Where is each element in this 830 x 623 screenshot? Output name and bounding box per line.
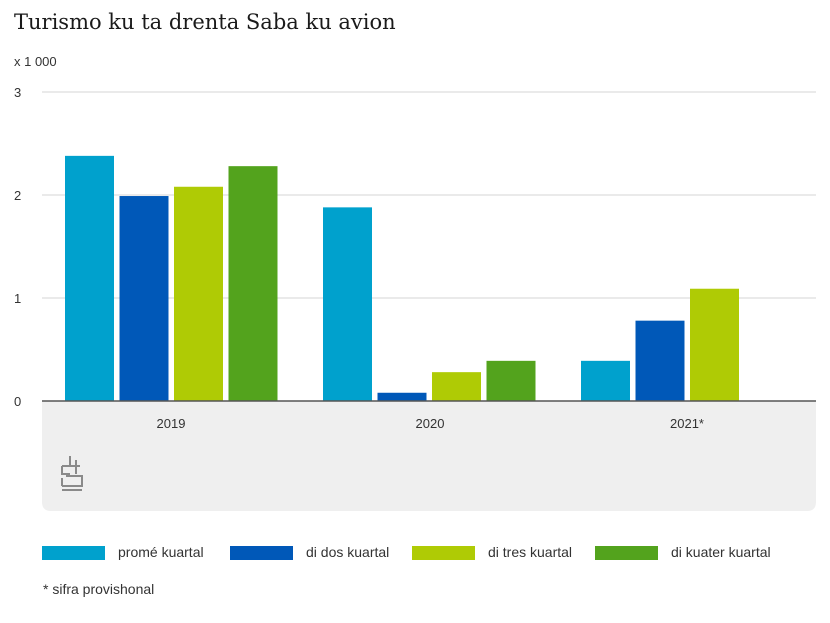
bar-2021-q3 [690,288,739,401]
bar-2019-q4 [228,166,278,401]
legend-swatch-q4 [595,546,658,560]
bar-2021-q2 [635,320,685,401]
bar-2020-q2 [377,392,427,401]
x-tick-label: 2021* [670,416,704,431]
y-tick-label: 1 [14,291,21,306]
chart-title: Turismo ku ta drenta Saba ku avion [14,10,396,34]
chart-legend: promé kuartal di dos kuartal di tres kua… [42,543,822,565]
bar-chart: 0 1 2 3 2019 2020 2021* [14,85,816,511]
legend-swatch-q3 [412,546,475,560]
bar-2020-q4 [486,360,536,401]
bar-2019-q2 [119,196,169,401]
bar-2020-q1 [323,207,372,401]
y-tick-label: 0 [14,394,21,409]
x-axis-area [42,401,816,511]
legend-label-q1: promé kuartal [118,544,204,560]
bar-2021-q1 [581,360,630,401]
bar-2019-q1 [65,155,114,401]
y-tick-label: 3 [14,85,21,100]
footnote: * sifra provishonal [43,581,155,597]
legend-label-q2: di dos kuartal [306,544,390,560]
y-axis-unit-label: x 1 000 [14,54,57,69]
x-tick-label: 2019 [157,416,186,431]
x-tick-label: 2020 [416,416,445,431]
bar-2020-q3 [432,372,481,401]
legend-swatch-q2 [230,546,293,560]
cbs-logo [61,456,83,491]
bar-2019-q3 [174,186,223,401]
legend-label-q4: di kuater kuartal [671,544,771,560]
legend-label-q3: di tres kuartal [488,544,573,560]
legend-swatch-q1 [42,546,105,560]
y-tick-label: 2 [14,188,21,203]
